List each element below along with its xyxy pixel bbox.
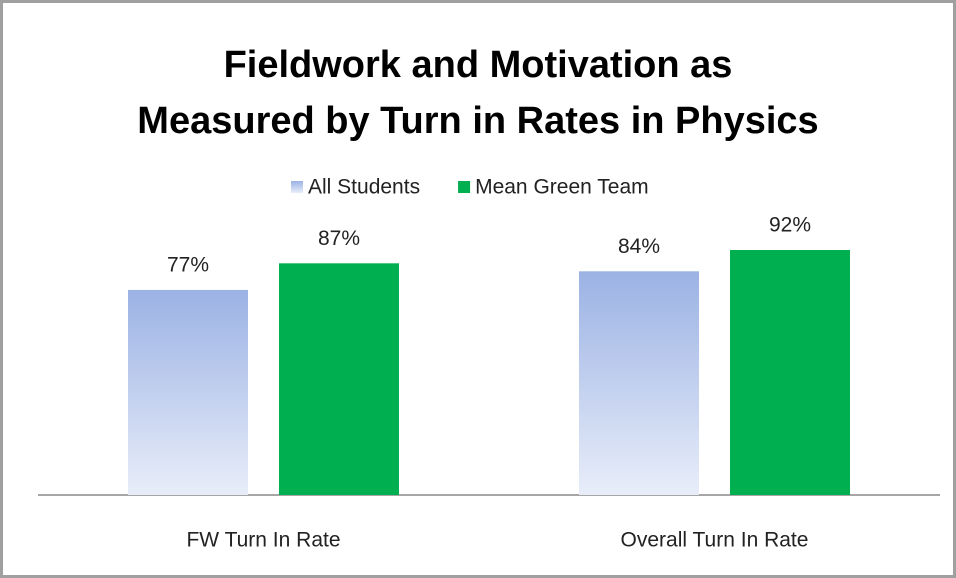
- x-tick-label: Overall Turn In Rate: [621, 529, 809, 552]
- legend-label: Mean Green Team: [475, 176, 649, 199]
- chart: All Students Mean Green Team FW Turn In Ra…: [38, 176, 940, 552]
- legend-swatch: [458, 181, 471, 193]
- bar: [579, 271, 699, 495]
- x-tick-label: FW Turn In Rate: [186, 529, 340, 552]
- bar: [730, 250, 850, 495]
- data-label: 92%: [769, 214, 811, 237]
- data-label: 77%: [167, 253, 209, 276]
- data-label: 87%: [318, 227, 360, 250]
- data-label: 84%: [618, 235, 660, 258]
- legend-swatch: [291, 181, 303, 193]
- bar: [128, 289, 248, 495]
- bar: [279, 263, 399, 495]
- legend-label: All Students: [308, 176, 420, 199]
- chart-title: Fieldwork and Motivation as Measured by …: [137, 44, 819, 142]
